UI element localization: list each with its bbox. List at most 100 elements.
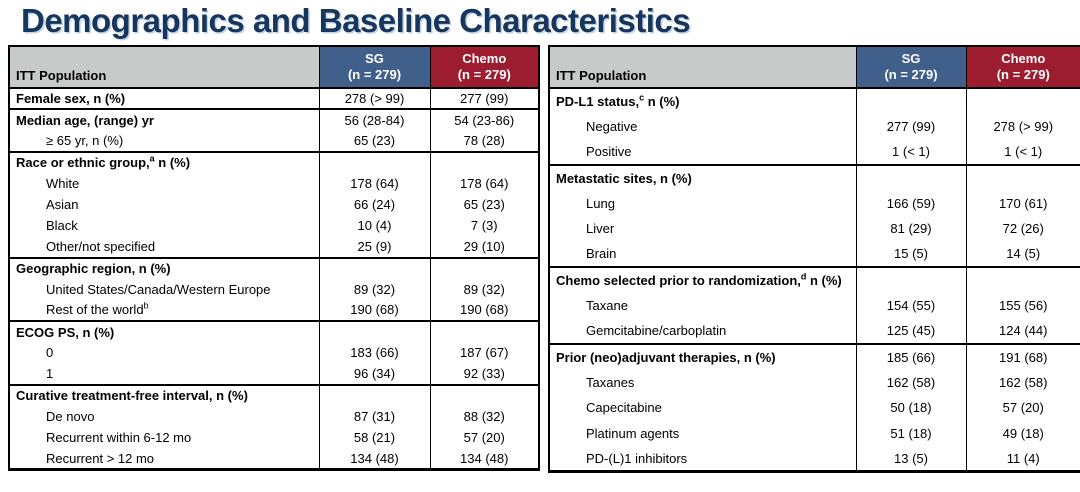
row-label: ≥ 65 yr, n (%) — [46, 132, 124, 148]
tables-container: ITT Population SG (n = 279) Chemo (n = 2… — [0, 45, 1080, 474]
chemo-value — [429, 384, 539, 406]
table-row: Negative 277 (99) 278 (> 99) — [549, 113, 1080, 140]
row-label: ECOG PS, n (%) — [16, 324, 115, 340]
chemo-value — [965, 267, 1080, 293]
table-row: Rest of the worldb 190 (68) 190 (68) — [9, 299, 539, 322]
table-group: Geographic region, n (%) United States/Ca… — [9, 257, 539, 322]
chemo-label: Chemo — [462, 50, 507, 66]
sg-value: 178 (64) — [318, 172, 430, 194]
chemo-value: 11 (4) — [965, 446, 1080, 472]
chemo-n-count: (n = 279) — [457, 67, 511, 82]
chemo-value: 88 (32) — [429, 405, 539, 427]
row-label: 1 — [46, 366, 54, 382]
table-row: Recurrent within 6-12 mo 58 (21) 57 (20) — [9, 427, 539, 449]
row-label: 0 — [46, 345, 54, 361]
chemo-value: 277 (99) — [429, 88, 539, 110]
table-group: PD-L1 status,c n (%) Negative 277 (99) 278 … — [549, 88, 1080, 165]
chemo-value: 191 (68) — [965, 343, 1080, 370]
chemo-value: 57 (20) — [429, 427, 539, 449]
sg-value: 50 (18) — [855, 395, 966, 421]
chemo-value: 155 (56) — [965, 292, 1080, 319]
table-group: ECOG PS, n (%) 0 183 (66) 187 (67) 1 96 (34) 9… — [9, 321, 539, 385]
row-label: Chemo selected prior to randomization,d … — [556, 271, 842, 288]
row-label: Taxane — [586, 298, 628, 314]
sg-value: 190 (68) — [318, 299, 430, 322]
chemo-value: 124 (44) — [965, 318, 1080, 344]
table-row: Capecitabine 50 (18) 57 (20) — [549, 395, 1080, 421]
sg-value: 87 (31) — [318, 405, 430, 427]
baseline-table-1: ITT Population SG (n = 279) Chemo (n = 2… — [548, 45, 1080, 474]
table-row: Gemcitabine/carboplatin 125 (45) 124 (44) — [549, 318, 1080, 344]
row-label: Metastatic sites, n (%) — [556, 170, 692, 186]
table-row: Lung 166 (59) 170 (61) — [549, 190, 1080, 216]
table-row: PD-L1 status,c n (%) — [549, 88, 1080, 114]
chemo-value — [429, 257, 539, 279]
table-group: Metastatic sites, n (%) Lung 166 (59) 170 (… — [549, 164, 1080, 268]
table-row: Recurrent > 12 mo 134 (48) 134 (48) — [9, 448, 539, 470]
table-row: Asian 66 (24) 65 (23) — [9, 193, 539, 216]
table-row: Platinum agents 51 (18) 49 (18) — [549, 420, 1080, 447]
table-row: Geographic region, n (%) — [9, 257, 539, 279]
sg-value: 1 (< 1) — [855, 139, 966, 165]
chemo-value: 92 (33) — [429, 363, 539, 385]
page-title: Demographics and Baseline Characteristic… — [21, 2, 691, 39]
row-label: Curative treatment-free interval, n (%) — [16, 388, 248, 404]
row-label: United States/Canada/Western Europe — [46, 281, 271, 297]
row-label: Taxanes — [586, 374, 635, 390]
sg-value — [855, 164, 966, 191]
row-label: Asian — [46, 197, 79, 213]
table-group: Curative treatment-free interval, n (%) D… — [9, 384, 539, 470]
sg-value: 56 (28-84) — [318, 109, 430, 131]
row-label: Prior (neo)adjuvant therapies, n (%) — [556, 349, 776, 365]
chemo-value — [429, 151, 539, 173]
table-row: Chemo selected prior to randomization,d … — [549, 267, 1080, 293]
chemo-value — [965, 164, 1080, 191]
row-label: Brain — [586, 246, 617, 262]
sg-value — [318, 257, 430, 279]
chemo-value: 65 (23) — [429, 193, 539, 216]
chemo-value: 72 (26) — [965, 215, 1080, 242]
table-row: Taxanes 162 (58) 162 (58) — [549, 369, 1080, 396]
chemo-value: 57 (20) — [965, 395, 1080, 421]
row-label: Geographic region, n (%) — [16, 261, 171, 277]
sg-value: 51 (18) — [855, 420, 966, 447]
row-label: De novo — [46, 408, 95, 424]
row-label: White — [46, 175, 80, 191]
table-row: Female sex, n (%) 278 (> 99) 277 (99) — [9, 88, 539, 110]
footnote-marker: b — [143, 301, 149, 312]
sg-value: 125 (45) — [855, 318, 966, 344]
header-itt-population: ITT Population — [549, 46, 856, 89]
chemo-value: 162 (58) — [965, 369, 1080, 396]
sg-value: 277 (99) — [855, 113, 966, 140]
header-itt-population: ITT Population — [9, 46, 319, 89]
sg-value: 58 (21) — [318, 427, 430, 449]
chemo-value — [429, 321, 539, 343]
chemo-value: 49 (18) — [965, 420, 1080, 447]
header-chemo-column: Chemo (n = 279) — [429, 46, 539, 89]
row-label: Lung — [586, 195, 615, 211]
table-group: Chemo selected prior to randomization,d … — [549, 267, 1080, 344]
table-row: Metastatic sites, n (%) — [549, 164, 1080, 191]
chemo-value: 187 (67) — [429, 342, 539, 364]
footnote-marker: c — [639, 92, 645, 103]
header-sg-column: SG (n = 279) — [855, 46, 966, 89]
sg-value: 89 (32) — [318, 278, 430, 300]
sg-value: 81 (29) — [855, 215, 966, 242]
row-label: PD-(L)1 inhibitors — [586, 450, 688, 466]
row-label: Platinum agents — [586, 426, 680, 442]
sg-value: 66 (24) — [318, 193, 430, 216]
chemo-value: 134 (48) — [429, 448, 539, 470]
chemo-value: 7 (3) — [429, 215, 539, 237]
chemo-value: 89 (32) — [429, 278, 539, 300]
sg-value: 134 (48) — [318, 448, 430, 470]
table-group: Prior (neo)adjuvant therapies, n (%) 185 … — [549, 343, 1080, 472]
table-group: Median age, (range) yr 56 (28-84) 54 (23-8… — [9, 109, 539, 152]
table-row: Median age, (range) yr 56 (28-84) 54 (23-8… — [9, 109, 539, 131]
chemo-n-count: (n = 279) — [996, 67, 1050, 82]
table-row: ≥ 65 yr, n (%) 65 (23) 78 (28) — [9, 130, 539, 152]
table-row: De novo 87 (31) 88 (32) — [9, 405, 539, 427]
chemo-label: Chemo — [1001, 50, 1046, 66]
table-row: Prior (neo)adjuvant therapies, n (%) 185 … — [549, 343, 1080, 370]
sg-value: 154 (55) — [855, 292, 966, 319]
